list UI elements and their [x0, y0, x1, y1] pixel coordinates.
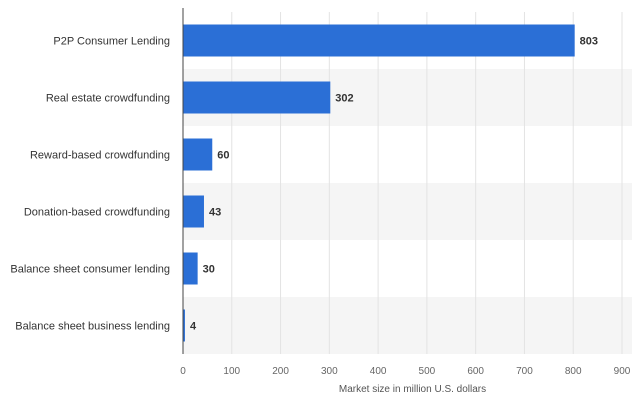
x-tick-label: 500 — [419, 366, 436, 377]
x-tick-label: 0 — [180, 366, 186, 377]
row-bands — [183, 69, 632, 354]
x-tick-label: 700 — [516, 366, 533, 377]
bar — [183, 81, 331, 114]
value-label: 4 — [190, 321, 197, 333]
bar — [183, 138, 213, 171]
x-tick-labels: 0 100 200 300 400 500 600 700 800 900 — [180, 366, 631, 377]
value-labels: 803 302 60 43 30 4 — [190, 36, 598, 333]
bar — [183, 309, 185, 342]
value-label: 43 — [209, 207, 221, 219]
value-label: 803 — [580, 36, 598, 48]
row-band — [183, 297, 632, 354]
x-tick-label: 300 — [321, 366, 338, 377]
row-band — [183, 183, 632, 240]
bar — [183, 252, 198, 285]
category-label: Donation-based crowdfunding — [24, 207, 170, 219]
category-label: P2P Consumer Lending — [53, 36, 170, 48]
x-tick-label: 200 — [272, 366, 289, 377]
value-label: 302 — [335, 93, 353, 105]
value-label: 60 — [217, 150, 229, 162]
x-tick-label: 900 — [614, 366, 631, 377]
category-label: Balance sheet business lending — [15, 321, 170, 333]
bars — [183, 24, 575, 342]
category-label: Reward-based crowdfunding — [30, 150, 170, 162]
bar — [183, 24, 575, 57]
value-label: 30 — [203, 264, 215, 276]
x-tick-label: 600 — [467, 366, 484, 377]
x-axis-title: Market size in million U.S. dollars — [339, 384, 486, 395]
x-tick-label: 100 — [223, 366, 240, 377]
category-label: Balance sheet consumer lending — [10, 264, 170, 276]
x-tick-label: 800 — [565, 366, 582, 377]
x-tick-label: 400 — [370, 366, 387, 377]
category-labels: P2P Consumer Lending Real estate crowdfun… — [10, 36, 170, 333]
gridlines — [231, 12, 623, 354]
category-label: Real estate crowdfunding — [46, 93, 170, 105]
bar — [183, 195, 204, 228]
